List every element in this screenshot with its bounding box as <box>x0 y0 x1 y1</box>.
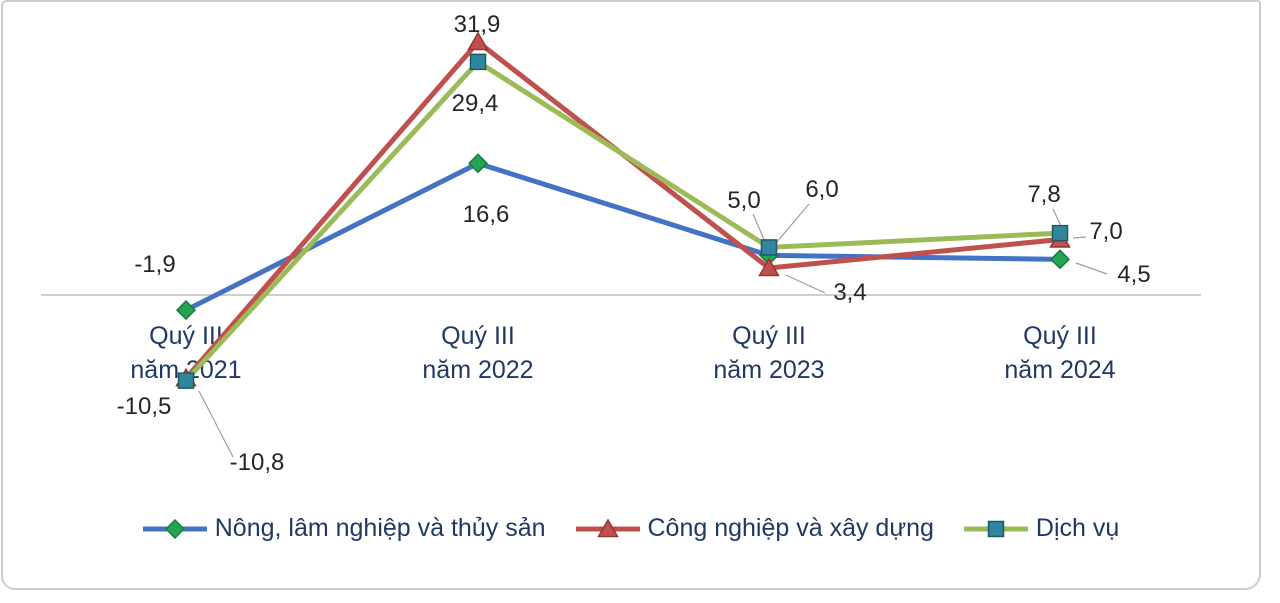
legend-item-agriculture: Nông, lâm nghiệp và thủy sản <box>142 514 546 543</box>
marker-square-icon <box>1051 224 1069 242</box>
marker-square-icon <box>469 53 487 71</box>
data-label: 7,8 <box>1027 181 1060 208</box>
legend-label-industry: Công nghiệp và xây dựng <box>647 514 934 542</box>
data-label: -1,9 <box>134 251 175 278</box>
marker-triangle-icon <box>467 31 489 51</box>
legend-marker-triangle-icon <box>596 517 619 537</box>
marker-diamond-icon <box>1049 249 1071 270</box>
label-leader-line <box>1052 208 1063 229</box>
marker-square-icon <box>177 372 195 389</box>
legend-symbol-diamond-icon <box>142 518 207 539</box>
marker-diamond-icon <box>175 300 197 321</box>
x-tick-label: Quý III năm 2024 <box>1004 322 1115 384</box>
data-label: 6,0 <box>805 176 838 203</box>
data-label: -10,5 <box>117 393 172 420</box>
label-leader-line <box>1072 236 1087 239</box>
legend-item-services: Dịch vụ <box>963 514 1120 543</box>
data-label: 31,9 <box>454 11 501 38</box>
chart-legend: Nông, lâm nghiệp và thủy sản Công nghiệp… <box>3 514 1259 543</box>
marker-triangle-icon <box>758 257 780 277</box>
legend-label-services: Dịch vụ <box>1035 514 1120 542</box>
legend-symbol-triangle-icon <box>575 517 640 537</box>
legend-marker-square-icon <box>987 520 1005 537</box>
data-label: 3,4 <box>833 279 866 306</box>
data-label: 16,6 <box>463 201 510 228</box>
data-label: 4,5 <box>1117 261 1150 288</box>
legend-symbol-square-icon <box>963 520 1028 537</box>
series-line-2 <box>183 59 1063 384</box>
data-label: 5,0 <box>727 187 760 214</box>
series-line-0 <box>183 160 1063 313</box>
data-label: -10,8 <box>230 449 285 476</box>
label-leader-line <box>1075 262 1108 275</box>
marker-diamond-icon <box>467 153 489 174</box>
label-leader-line <box>785 274 826 294</box>
label-leader-line <box>198 390 234 458</box>
data-label: 7,0 <box>1089 218 1122 245</box>
marker-square-icon <box>760 239 778 256</box>
data-label: 29,4 <box>452 90 499 117</box>
legend-label-agriculture: Nông, lâm nghiệp và thủy sản <box>214 514 546 542</box>
x-tick-label: Quý III năm 2023 <box>713 322 824 384</box>
label-leader-line <box>775 203 810 244</box>
legend-item-industry: Công nghiệp và xây dựng <box>575 514 934 543</box>
legend-marker-diamond-icon <box>164 518 185 539</box>
x-tick-label: Quý III năm 2022 <box>422 322 533 384</box>
chart-card: Quý III năm 2021 Quý III năm 2022 Quý III năm… <box>1 0 1261 590</box>
label-leader-line <box>752 213 767 245</box>
